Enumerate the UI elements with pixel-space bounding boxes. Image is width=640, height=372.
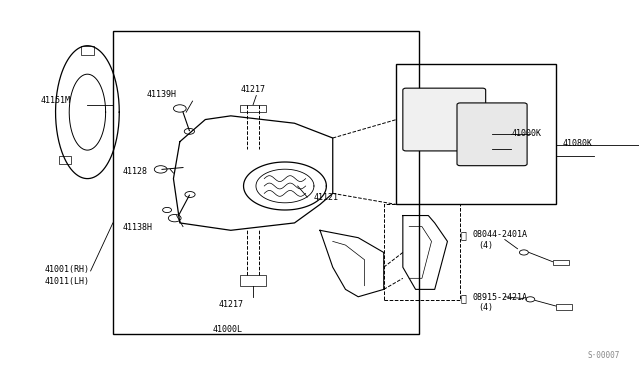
Text: 41000L: 41000L: [212, 325, 243, 334]
Text: Ⓑ: Ⓑ: [460, 230, 466, 240]
Text: 08915-2421A: 08915-2421A: [473, 294, 528, 302]
FancyBboxPatch shape: [552, 260, 568, 265]
Text: 41139H: 41139H: [147, 90, 177, 99]
Text: 41138H: 41138H: [122, 223, 152, 232]
FancyBboxPatch shape: [556, 304, 572, 310]
Text: 41151M: 41151M: [40, 96, 70, 105]
Text: 41217: 41217: [218, 300, 243, 309]
FancyBboxPatch shape: [457, 103, 527, 166]
Bar: [241, 275, 266, 286]
Text: 41217: 41217: [241, 85, 266, 94]
Text: 41080K: 41080K: [562, 139, 592, 148]
Circle shape: [526, 297, 535, 302]
Text: 41121: 41121: [314, 193, 339, 202]
Text: Ⓦ: Ⓦ: [460, 293, 466, 303]
Bar: [241, 105, 266, 112]
Circle shape: [168, 214, 181, 222]
Bar: [396, 64, 556, 205]
Text: 41001(RH): 41001(RH): [45, 264, 90, 273]
Text: 41011(LH): 41011(LH): [45, 278, 90, 286]
Bar: [384, 205, 460, 301]
FancyBboxPatch shape: [403, 88, 486, 151]
Circle shape: [185, 192, 195, 198]
Bar: [81, 46, 94, 55]
Text: (4): (4): [478, 303, 493, 312]
Circle shape: [173, 105, 186, 112]
Circle shape: [154, 166, 167, 173]
Bar: [59, 157, 72, 164]
Circle shape: [163, 208, 172, 212]
Text: 41000K: 41000K: [511, 129, 541, 138]
Text: S·00007: S·00007: [587, 350, 620, 359]
Bar: [113, 31, 419, 334]
Text: 08044-2401A: 08044-2401A: [473, 230, 528, 239]
Text: (4): (4): [478, 241, 493, 250]
Circle shape: [184, 128, 195, 134]
Circle shape: [520, 250, 529, 255]
Text: 41128: 41128: [123, 167, 148, 176]
